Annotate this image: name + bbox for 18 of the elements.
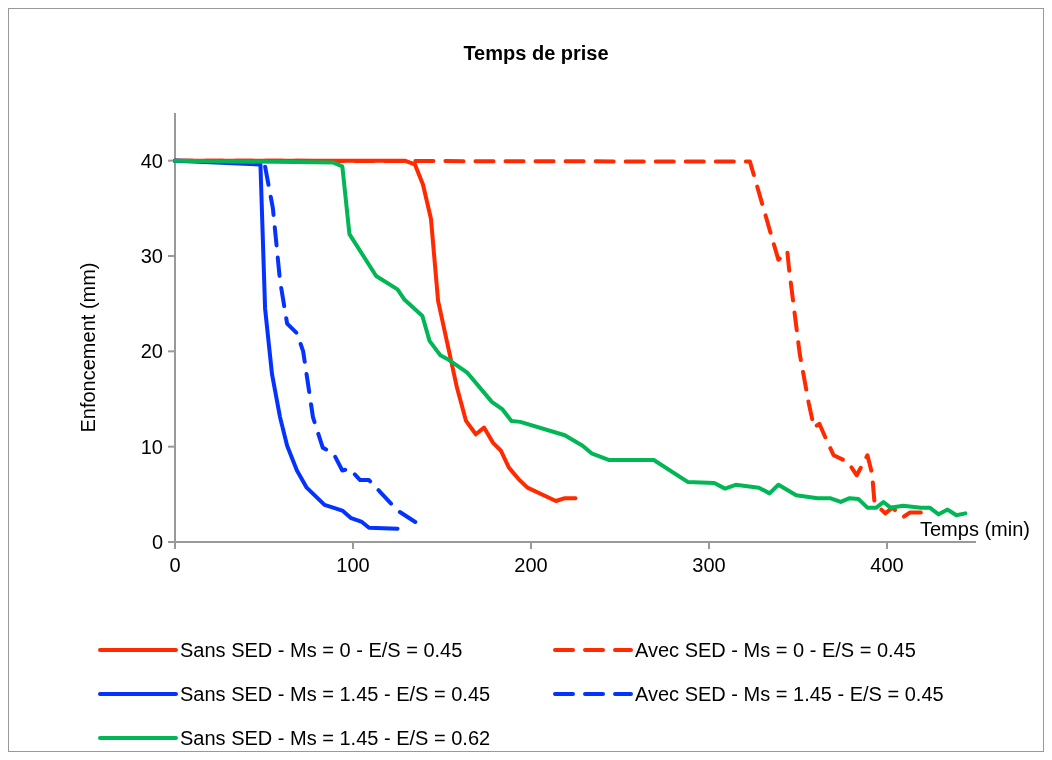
legend-label: Avec SED - Ms = 0 - E/S = 0.45 bbox=[635, 639, 916, 661]
y-tick-label: 20 bbox=[140, 340, 163, 363]
y-tick-label: 0 bbox=[151, 531, 163, 553]
y-tick-label: 30 bbox=[140, 245, 163, 267]
legend-label: Sans SED - Ms = 1.45 - E/S = 0.62 bbox=[180, 727, 491, 749]
x-tick-label: 200 bbox=[514, 554, 548, 576]
y-axis-title: Enfoncement (mm) bbox=[77, 262, 99, 433]
x-tick-label: 400 bbox=[870, 554, 904, 576]
x-axis-title: Temps (min) bbox=[919, 518, 1030, 540]
chart-title: Temps de prise bbox=[463, 42, 609, 64]
x-tick-label: 0 bbox=[169, 554, 181, 576]
x-tick-label: 300 bbox=[692, 554, 726, 576]
x-tick-label: 100 bbox=[336, 554, 370, 576]
legend-label: Sans SED - Ms = 1.45 - E/S = 0.45 bbox=[180, 683, 491, 705]
y-tick-label: 40 bbox=[140, 149, 163, 172]
y-tick-label: 10 bbox=[140, 435, 163, 458]
legend-label: Sans SED - Ms = 0 - E/S = 0.45 bbox=[180, 639, 463, 661]
legend-label: Avec SED - Ms = 1.45 - E/S = 0.45 bbox=[635, 683, 944, 705]
